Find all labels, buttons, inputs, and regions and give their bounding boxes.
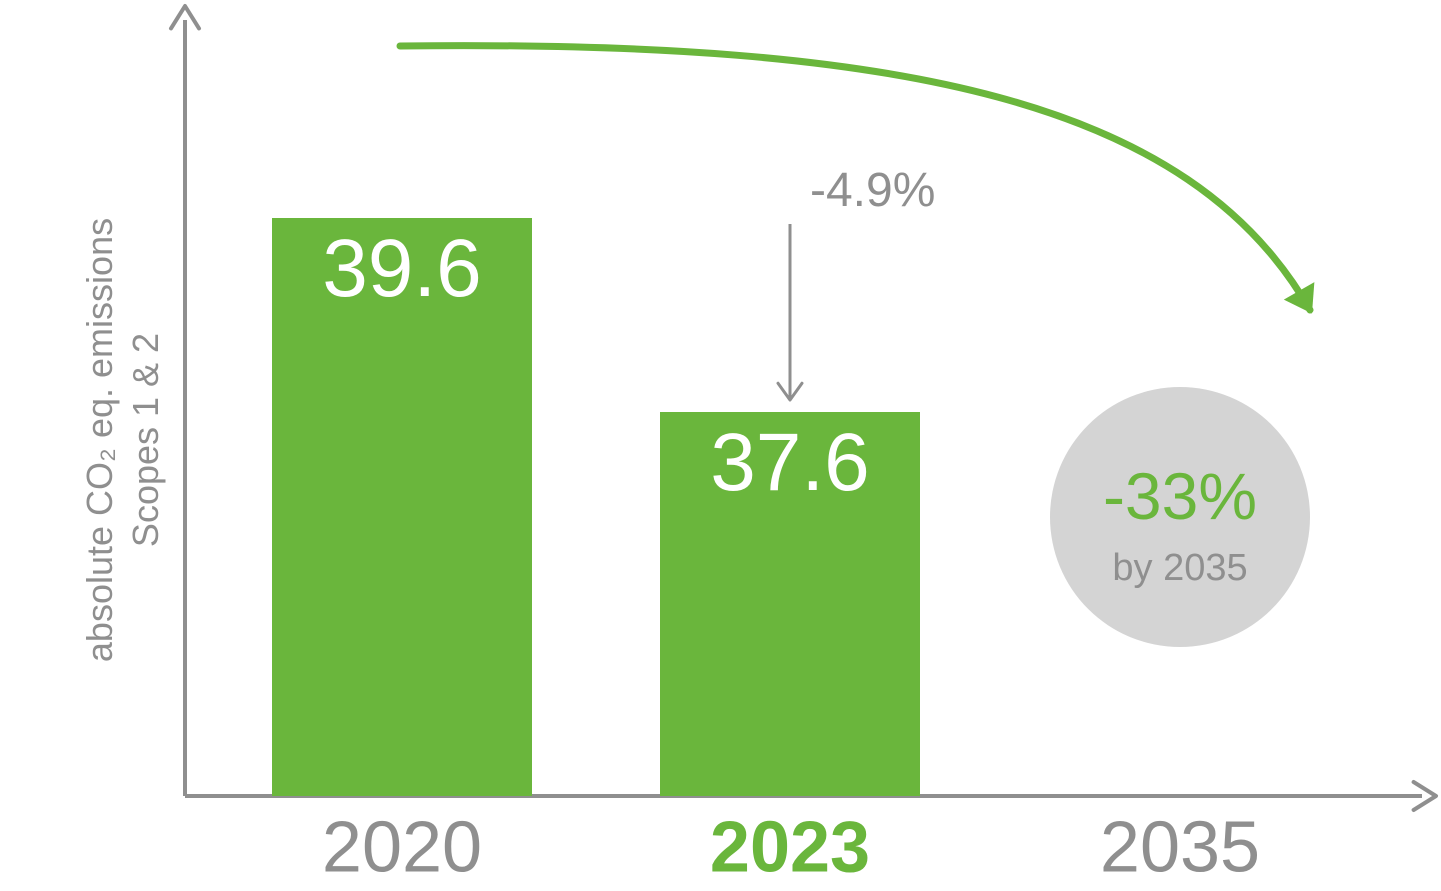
target-percent: -33%: [1103, 459, 1257, 533]
bar-value-2023: 37.6: [710, 417, 870, 508]
x-label-2035: 2035: [1100, 808, 1260, 888]
target-sublabel: by 2035: [1112, 547, 1247, 589]
x-label-2023: 2023: [710, 808, 870, 888]
x-label-2020: 2020: [322, 808, 482, 888]
svg-text:absolute CO₂ eq. emissions: absolute CO₂ eq. emissions: [79, 218, 120, 662]
reduction-label: -4.9%: [810, 164, 935, 217]
emissions-chart: absolute CO₂ eq. emissionsScopes 1 & 2 39…: [0, 0, 1441, 891]
bar-value-2020: 39.6: [322, 223, 482, 314]
svg-text:Scopes 1 & 2: Scopes 1 & 2: [125, 333, 166, 547]
y-axis-label: absolute CO₂ eq. emissionsScopes 1 & 2: [79, 218, 166, 662]
